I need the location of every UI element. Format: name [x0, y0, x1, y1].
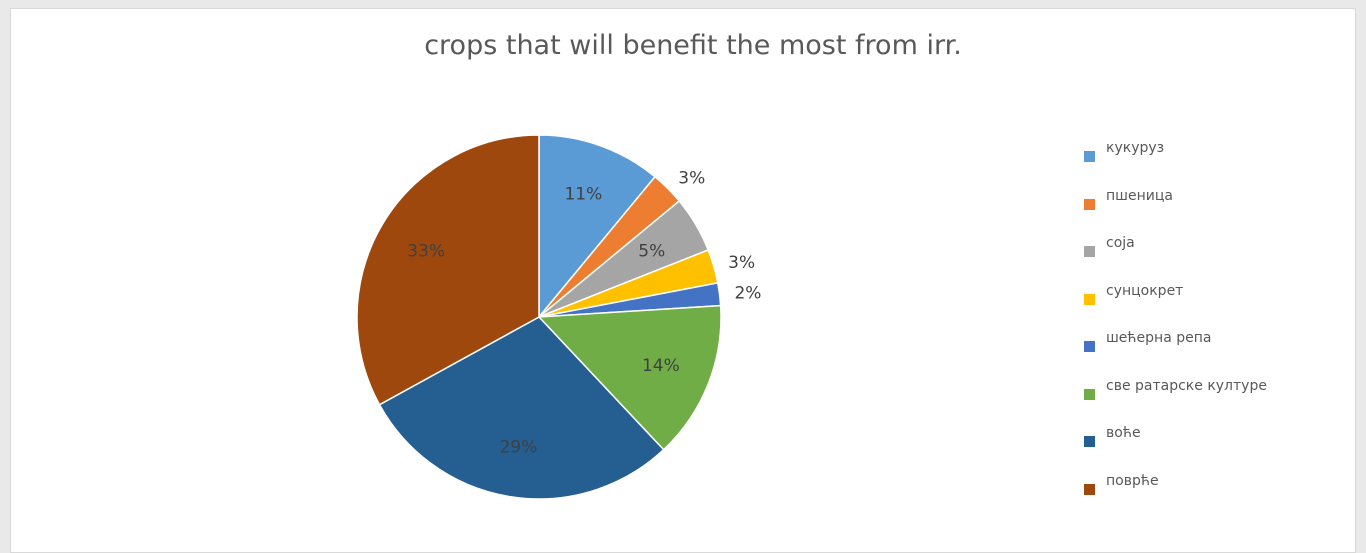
data-label: 14% — [642, 356, 680, 376]
legend-swatch — [1084, 246, 1095, 257]
data-label: 33% — [407, 241, 445, 261]
data-label: 5% — [638, 241, 665, 261]
pie-slice — [538, 134, 657, 320]
data-label: 3% — [678, 169, 705, 189]
data-label: 3% — [728, 253, 755, 273]
pie-slice — [537, 304, 722, 451]
legend-label: све ратарске културе — [1106, 377, 1267, 394]
legend-label: кукуруз — [1106, 140, 1165, 156]
legend-swatch — [1084, 483, 1095, 495]
pie-slice — [378, 316, 665, 500]
chart-title: crops that will benefit the most from ir… — [424, 30, 962, 61]
data-label: 29% — [500, 437, 538, 457]
legend-swatch — [1084, 198, 1095, 210]
legend-label: соја — [1106, 235, 1135, 251]
legend-label: шећерна репа — [1106, 330, 1212, 346]
legend-label: сунцокрет — [1106, 282, 1184, 299]
legend-swatch — [1084, 388, 1095, 400]
pie-slice — [356, 134, 540, 406]
legend-label: воће — [1106, 425, 1141, 441]
legend-swatch — [1084, 436, 1095, 447]
legend-label: поврће — [1106, 472, 1159, 489]
legend-swatch — [1084, 151, 1095, 162]
legend-swatch — [1084, 341, 1095, 352]
legend-swatch — [1084, 293, 1095, 305]
legend-label: пшеница — [1106, 187, 1173, 204]
data-label: 2% — [734, 283, 761, 303]
data-label: 11% — [564, 185, 602, 205]
